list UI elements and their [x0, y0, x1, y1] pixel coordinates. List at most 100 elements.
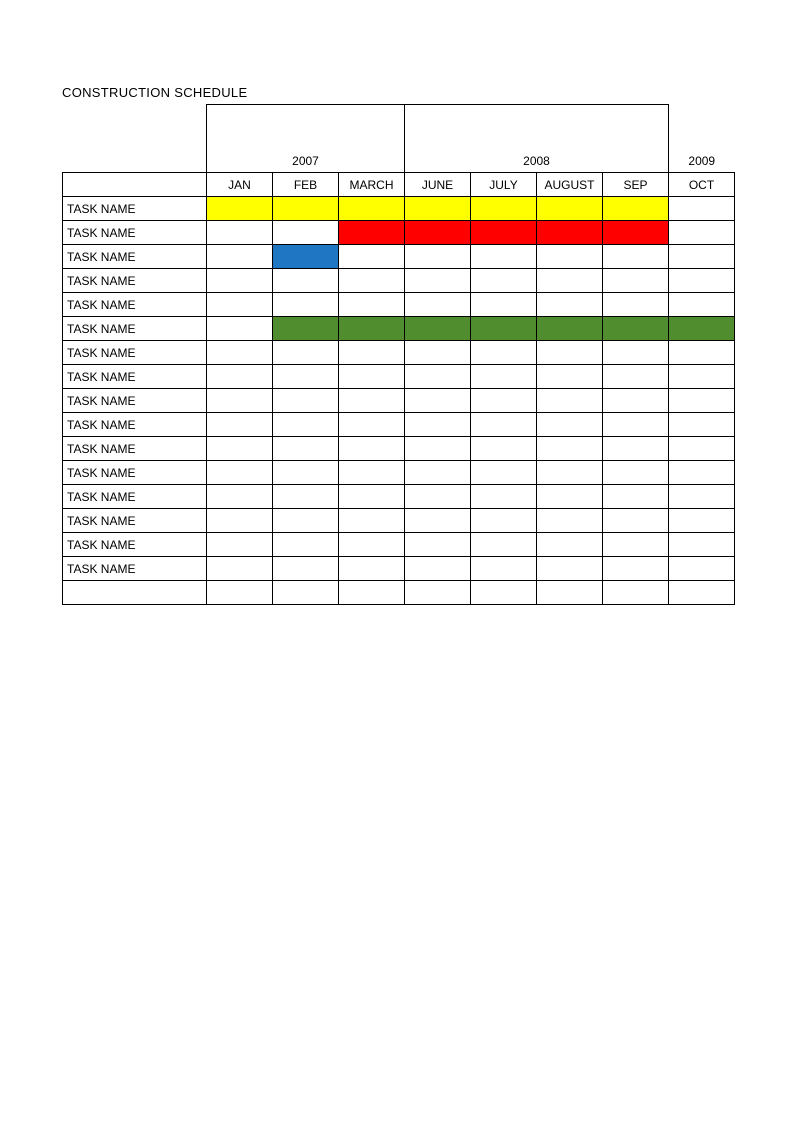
schedule-cell: [603, 533, 669, 557]
schedule-cell: [207, 485, 273, 509]
schedule-cell: [603, 461, 669, 485]
schedule-cell: [603, 389, 669, 413]
schedule-cell: [273, 461, 339, 485]
schedule-cell: [669, 581, 735, 605]
schedule-cell: [405, 245, 471, 269]
schedule-cell: [669, 221, 735, 245]
schedule-cell: [537, 437, 603, 461]
month-header-cell: JAN: [207, 173, 273, 197]
schedule-cell: [669, 269, 735, 293]
schedule-cell: [339, 485, 405, 509]
schedule-cell: [207, 245, 273, 269]
task-label-cell: TASK NAME: [63, 341, 207, 365]
schedule-cell: [471, 557, 537, 581]
task-label-cell: TASK NAME: [63, 509, 207, 533]
schedule-cell: [339, 293, 405, 317]
task-label-cell: TASK NAME: [63, 557, 207, 581]
year-group-cell: 2007: [207, 105, 405, 173]
month-header-cell: FEB: [273, 173, 339, 197]
schedule-cell: [339, 365, 405, 389]
schedule-cell: [273, 365, 339, 389]
schedule-cell: [471, 365, 537, 389]
schedule-cell: [471, 389, 537, 413]
schedule-cell: [339, 389, 405, 413]
schedule-cell: [669, 485, 735, 509]
schedule-cell: [339, 317, 405, 341]
schedule-cell: [273, 533, 339, 557]
table-row: TASK NAME: [63, 245, 735, 269]
schedule-cell: [273, 389, 339, 413]
schedule-cell: [207, 389, 273, 413]
schedule-cell: [207, 317, 273, 341]
schedule-cell: [471, 245, 537, 269]
schedule-cell: [669, 557, 735, 581]
task-label-cell: [63, 581, 207, 605]
schedule-cell: [339, 557, 405, 581]
schedule-cell: [207, 557, 273, 581]
schedule-cell: [471, 197, 537, 221]
schedule-cell: [207, 365, 273, 389]
schedule-cell: [603, 365, 669, 389]
schedule-table: 200720082009JANFEBMARCHJUNEJULYAUGUSTSEP…: [62, 104, 735, 605]
schedule-cell: [603, 509, 669, 533]
table-row: TASK NAME: [63, 269, 735, 293]
schedule-cell: [273, 197, 339, 221]
schedule-cell: [537, 269, 603, 293]
schedule-cell: [471, 461, 537, 485]
table-row: TASK NAME: [63, 293, 735, 317]
schedule-cell: [339, 197, 405, 221]
schedule-cell: [603, 581, 669, 605]
year-group-cell: 2009: [669, 105, 735, 173]
schedule-cell: [603, 557, 669, 581]
month-header-cell: OCT: [669, 173, 735, 197]
schedule-cell: [273, 341, 339, 365]
schedule-cell: [273, 269, 339, 293]
task-label-cell: TASK NAME: [63, 413, 207, 437]
schedule-cell: [471, 293, 537, 317]
schedule-cell: [603, 317, 669, 341]
schedule-cell: [405, 365, 471, 389]
schedule-cell: [207, 221, 273, 245]
schedule-cell: [405, 557, 471, 581]
table-row: TASK NAME: [63, 509, 735, 533]
schedule-cell: [537, 485, 603, 509]
schedule-cell: [603, 293, 669, 317]
month-header-row: JANFEBMARCHJUNEJULYAUGUSTSEPOCT: [63, 173, 735, 197]
schedule-cell: [537, 221, 603, 245]
task-label-cell: TASK NAME: [63, 389, 207, 413]
schedule-cell: [207, 413, 273, 437]
year-group-cell: 2008: [405, 105, 669, 173]
schedule-cell: [537, 365, 603, 389]
schedule-cell: [603, 221, 669, 245]
schedule-cell: [339, 221, 405, 245]
month-header-cell: SEP: [603, 173, 669, 197]
schedule-cell: [207, 461, 273, 485]
table-row: TASK NAME: [63, 485, 735, 509]
table-row: TASK NAME: [63, 533, 735, 557]
schedule-cell: [537, 509, 603, 533]
schedule-cell: [339, 245, 405, 269]
schedule-cell: [207, 197, 273, 221]
schedule-cell: [339, 341, 405, 365]
task-label-cell: TASK NAME: [63, 533, 207, 557]
schedule-cell: [207, 437, 273, 461]
schedule-cell: [537, 557, 603, 581]
schedule-cell: [471, 269, 537, 293]
schedule-cell: [537, 581, 603, 605]
schedule-cell: [669, 509, 735, 533]
schedule-cell: [537, 461, 603, 485]
year-header-row: 200720082009: [63, 105, 735, 173]
month-header-cell: AUGUST: [537, 173, 603, 197]
schedule-cell: [537, 533, 603, 557]
schedule-cell: [669, 341, 735, 365]
schedule-cell: [339, 533, 405, 557]
schedule-cell: [669, 197, 735, 221]
schedule-cell: [603, 437, 669, 461]
schedule-cell: [603, 485, 669, 509]
schedule-cell: [603, 269, 669, 293]
schedule-cell: [339, 461, 405, 485]
schedule-cell: [207, 509, 273, 533]
schedule-cell: [405, 269, 471, 293]
schedule-cell: [669, 389, 735, 413]
schedule-cell: [339, 437, 405, 461]
